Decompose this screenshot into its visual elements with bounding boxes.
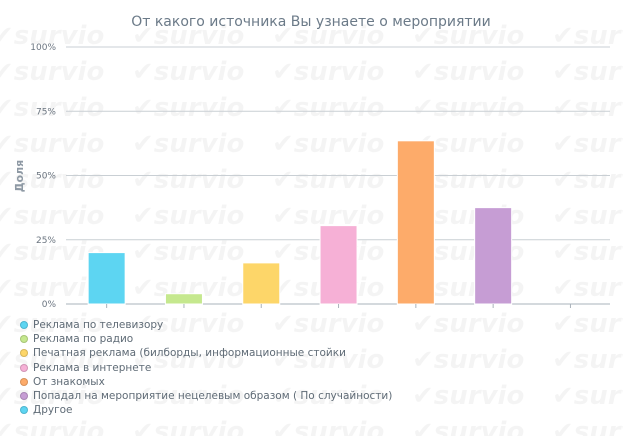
bar <box>87 252 126 305</box>
legend-swatch <box>20 335 28 344</box>
legend-item: Реклама по радио <box>20 332 392 346</box>
legend-swatch <box>20 321 28 330</box>
legend-label: Печатная реклама (билборды, информационн… <box>33 347 346 360</box>
legend-swatch <box>20 349 28 358</box>
legend-item: Другое <box>20 403 392 417</box>
y-tick-label: 0% <box>42 300 57 310</box>
bar <box>396 140 435 305</box>
legend-swatch <box>20 377 28 386</box>
legend-swatch <box>20 392 28 401</box>
bar <box>242 262 281 305</box>
bar <box>474 207 513 305</box>
y-tick-label: 100% <box>30 43 56 53</box>
legend-item: Попадал на мероприятие нецелевым образом… <box>20 389 392 403</box>
chart-title: От какого источника Вы узнаете о меропри… <box>131 14 491 30</box>
y-tick-label: 75% <box>36 107 56 117</box>
legend-label: Попадал на мероприятие нецелевым образом… <box>33 390 393 403</box>
legend: Реклама по телевизору Реклама по радио Печ… <box>20 318 392 417</box>
legend-label: От знакомых <box>33 375 105 388</box>
bar <box>164 293 203 305</box>
legend-item: Печатная реклама (билборды, информационн… <box>20 346 392 360</box>
legend-label: Реклама по телевизору <box>33 319 164 332</box>
legend-swatch <box>20 363 28 372</box>
x-axis <box>106 304 571 308</box>
legend-label: Другое <box>33 404 73 417</box>
legend-item: От знакомых <box>20 375 392 389</box>
bar <box>319 225 358 305</box>
legend-label: Реклама в интернете <box>33 361 152 374</box>
legend-item: Реклама по телевизору <box>20 318 392 332</box>
legend-label: Реклама по радио <box>33 333 134 346</box>
y-tick-label: 50% <box>36 172 56 182</box>
legend-swatch <box>20 406 28 415</box>
legend-item: Реклама в интернете <box>20 361 392 375</box>
grid: 0% 25% 50% 75% 100% <box>30 43 610 310</box>
y-tick-label: 25% <box>36 236 56 246</box>
bars <box>87 140 513 305</box>
y-axis-label: Доля <box>13 160 26 192</box>
